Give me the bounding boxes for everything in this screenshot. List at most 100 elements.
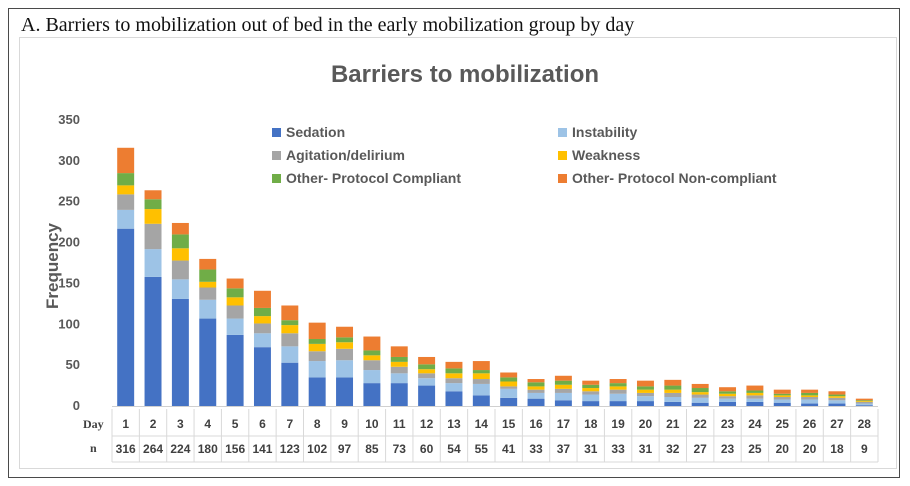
bar-segment-day-5-series-4 <box>226 297 244 306</box>
bar-segment-day-8-series-3 <box>308 351 326 362</box>
n-value-label: 41 <box>502 442 516 456</box>
bar-segment-day-18-series-5 <box>582 384 600 389</box>
bar-segment-day-22-series-5 <box>691 388 709 393</box>
bar-segment-day-20-series-3 <box>636 392 654 397</box>
bar-segment-day-10-series-3 <box>363 360 381 371</box>
n-value-label: 141 <box>252 442 272 456</box>
bar-segment-day-7-series-4 <box>281 325 299 334</box>
n-value-label: 316 <box>116 442 136 456</box>
x-tick-label-day: 5 <box>232 417 239 431</box>
bar-segment-day-25-series-1 <box>773 402 791 406</box>
bar-segment-day-2-series-2 <box>144 249 162 277</box>
bar-segment-day-28-series-2 <box>855 403 873 406</box>
bar-segment-day-2-series-6 <box>144 190 162 200</box>
bar-segment-day-25-series-5 <box>773 393 791 396</box>
bar-segment-day-9-series-4 <box>336 342 354 349</box>
bar-segment-day-28-series-1 <box>855 405 873 406</box>
x-tick-label-day: 19 <box>611 417 625 431</box>
bar-segment-day-27-series-2 <box>828 400 846 404</box>
bar-segment-day-22-series-1 <box>691 402 709 406</box>
bar-segment-day-18-series-3 <box>582 391 600 395</box>
bar-segment-day-24-series-1 <box>746 401 764 406</box>
bar-segment-day-7-series-2 <box>281 346 299 363</box>
legend-label: Other- Protocol Non-compliant <box>572 170 777 186</box>
x-tick-label-day: 7 <box>286 417 293 431</box>
bar-segment-day-14-series-3 <box>472 379 490 384</box>
y-tick-label: 50 <box>66 357 80 372</box>
bar-segment-day-28-series-4 <box>855 401 873 402</box>
bar-segment-day-18-series-1 <box>582 401 600 406</box>
n-value-label: 264 <box>143 442 163 456</box>
bar-segment-day-7-series-1 <box>281 362 299 406</box>
bar-segment-day-19-series-1 <box>609 401 627 406</box>
bar-segment-day-27-series-6 <box>828 391 846 395</box>
bar-segment-day-23-series-4 <box>719 393 737 397</box>
bar-segment-day-10-series-6 <box>363 336 381 351</box>
bar-segment-day-15-series-3 <box>500 386 518 389</box>
legend-label: Other- Protocol Compliant <box>286 170 461 186</box>
stacked-bar-chart: Barriers to mobilization Frequency 0 50 10… <box>43 61 879 463</box>
bar-segment-day-6-series-1 <box>253 347 271 406</box>
bar-segment-day-13-series-4 <box>445 373 463 379</box>
bar-segment-day-22-series-2 <box>691 397 709 403</box>
x-tick-label-day: 28 <box>858 417 872 431</box>
bar-segment-day-6-series-6 <box>253 290 271 308</box>
n-value-label: 102 <box>307 442 327 456</box>
y-axis-label: Frequency <box>43 222 62 309</box>
bar-segment-day-1-series-3 <box>117 194 135 210</box>
bar-segment-day-1-series-5 <box>117 173 135 186</box>
bar-segment-day-5-series-2 <box>226 318 244 335</box>
bar-segment-day-11-series-4 <box>390 361 408 367</box>
bar-segment-day-17-series-2 <box>554 392 572 401</box>
bar-segment-day-15-series-2 <box>500 388 518 398</box>
bar-segment-day-17-series-1 <box>554 400 572 406</box>
bar-segment-day-15-series-1 <box>500 397 518 406</box>
x-tick-label-day: 9 <box>341 417 348 431</box>
bar-segment-day-26-series-4 <box>801 395 819 398</box>
bar-segment-day-1-series-6 <box>117 147 135 174</box>
n-value-label: 9 <box>861 442 868 456</box>
y-tick-label: 0 <box>73 398 80 413</box>
bar-segment-day-24-series-3 <box>746 395 764 399</box>
x-tick-label-day: 16 <box>529 417 543 431</box>
table-n-header: n <box>90 441 97 455</box>
bar-segment-day-8-series-6 <box>308 322 326 339</box>
bar-segment-day-12-series-6 <box>418 356 436 365</box>
bar-segment-day-6-series-4 <box>253 316 271 324</box>
bar-segment-day-14-series-6 <box>472 361 490 371</box>
bar-segment-day-1-series-2 <box>117 209 135 229</box>
bar-segment-day-19-series-2 <box>609 393 627 402</box>
n-value-label: 31 <box>639 442 653 456</box>
bar-segment-day-26-series-5 <box>801 392 819 396</box>
bar-segment-day-20-series-6 <box>636 380 654 387</box>
n-value-label: 54 <box>447 442 461 456</box>
bar-segment-day-10-series-4 <box>363 355 381 361</box>
bar-segment-day-6-series-3 <box>253 323 271 334</box>
bar-segment-day-12-series-2 <box>418 378 436 386</box>
bar-segment-day-8-series-2 <box>308 361 326 378</box>
bar-segment-day-23-series-5 <box>719 391 737 394</box>
legend-label: Instability <box>572 124 638 140</box>
x-tick-label-day: 23 <box>721 417 735 431</box>
bar-segment-day-24-series-2 <box>746 398 764 402</box>
bar-segment-day-5-series-3 <box>226 305 244 319</box>
bar-segment-day-15-series-4 <box>500 381 518 387</box>
bar-segment-day-28-series-3 <box>855 401 873 404</box>
bar-segment-day-16-series-1 <box>527 398 545 406</box>
x-tick-label-day: 21 <box>666 417 680 431</box>
bar-segment-day-3-series-6 <box>171 222 189 235</box>
bar-segment-day-25-series-4 <box>773 395 791 398</box>
bar-segment-day-25-series-2 <box>773 399 791 403</box>
bar-segment-day-9-series-6 <box>336 326 354 338</box>
x-tick-label-day: 6 <box>259 417 266 431</box>
bar-segment-day-18-series-6 <box>582 380 600 385</box>
x-tick-label-day: 4 <box>204 417 211 431</box>
bar-segment-day-4-series-1 <box>199 318 217 406</box>
bar-segment-day-22-series-4 <box>691 392 709 395</box>
bar-segment-day-14-series-1 <box>472 395 490 406</box>
bar-segment-day-21-series-6 <box>664 379 682 386</box>
y-tick-label: 150 <box>58 275 80 290</box>
n-value-label: 20 <box>776 442 790 456</box>
bar-segment-day-16-series-6 <box>527 379 545 383</box>
bar-segment-day-19-series-5 <box>609 383 627 387</box>
